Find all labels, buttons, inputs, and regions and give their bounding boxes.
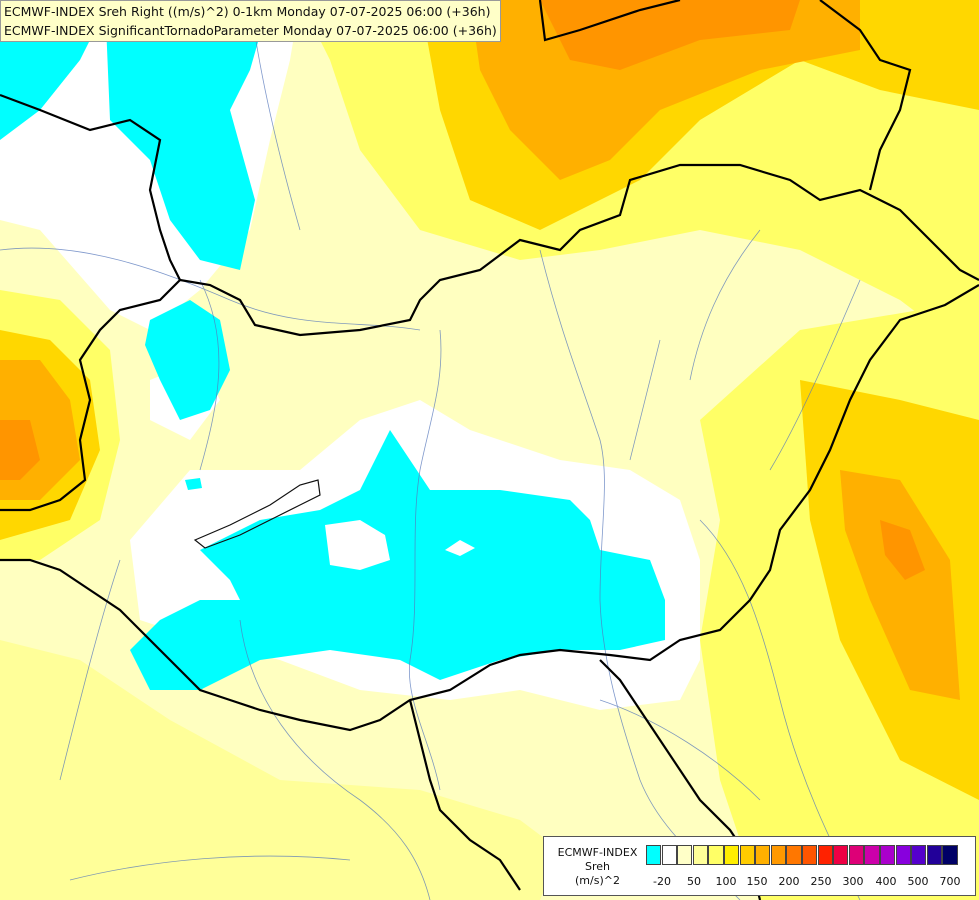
sreh-white-holes	[325, 520, 475, 570]
legend-swatch	[895, 845, 911, 865]
legend-line-source: ECMWF-INDEX	[557, 846, 638, 859]
legend-tick-labels: -20 50 100 150 200 250 300 400 500 700	[646, 875, 966, 889]
legend-tick: 250	[810, 875, 832, 888]
legend-title: ECMWF-INDEX Sreh (m/s)^2	[550, 846, 645, 888]
legend-swatch	[770, 845, 787, 865]
legend-tick: 500	[907, 875, 929, 888]
legend-swatch	[833, 845, 849, 865]
legend-line-param: Sreh	[584, 860, 610, 873]
legend-swatch	[879, 845, 896, 865]
title-line-stp: ECMWF-INDEX SignificantTornadoParameter …	[4, 23, 497, 38]
legend-tick: 150	[746, 875, 768, 888]
legend-swatch	[786, 845, 802, 865]
legend-swatch	[661, 845, 677, 865]
legend-color-bar	[646, 845, 958, 865]
legend-swatch	[942, 845, 958, 865]
lake-balaton	[193, 479, 321, 549]
sreh-dark-orange-field	[0, 0, 925, 580]
legend-tick: 300	[842, 875, 864, 888]
legend-tick: 100	[715, 875, 737, 888]
legend-swatch	[864, 845, 880, 865]
legend-swatch	[926, 845, 942, 865]
legend-swatch	[817, 845, 833, 865]
legend-tick: 200	[778, 875, 800, 888]
legend-tick: 700	[939, 875, 961, 888]
legend-swatch	[692, 845, 709, 865]
title-line-sreh: ECMWF-INDEX Sreh Right ((m/s)^2) 0-1km M…	[4, 4, 491, 19]
legend-swatch	[708, 845, 724, 865]
legend-swatch	[739, 845, 755, 865]
legend-swatch	[848, 845, 865, 865]
legend-swatch	[723, 845, 740, 865]
legend-swatch	[755, 845, 771, 865]
legend-tick: 50	[687, 875, 701, 888]
legend-swatch	[911, 845, 927, 865]
legend-swatch	[801, 845, 818, 865]
legend-swatch	[646, 845, 662, 865]
map-title-box: ECMWF-INDEX Sreh Right ((m/s)^2) 0-1km M…	[0, 0, 501, 42]
color-legend: ECMWF-INDEX Sreh (m/s)^2 -20 50 100 150 200 2…	[543, 836, 976, 896]
legend-line-units: (m/s)^2	[575, 874, 620, 887]
legend-swatch	[677, 845, 693, 865]
legend-tick: 400	[875, 875, 897, 888]
legend-tick: -20	[653, 875, 671, 888]
